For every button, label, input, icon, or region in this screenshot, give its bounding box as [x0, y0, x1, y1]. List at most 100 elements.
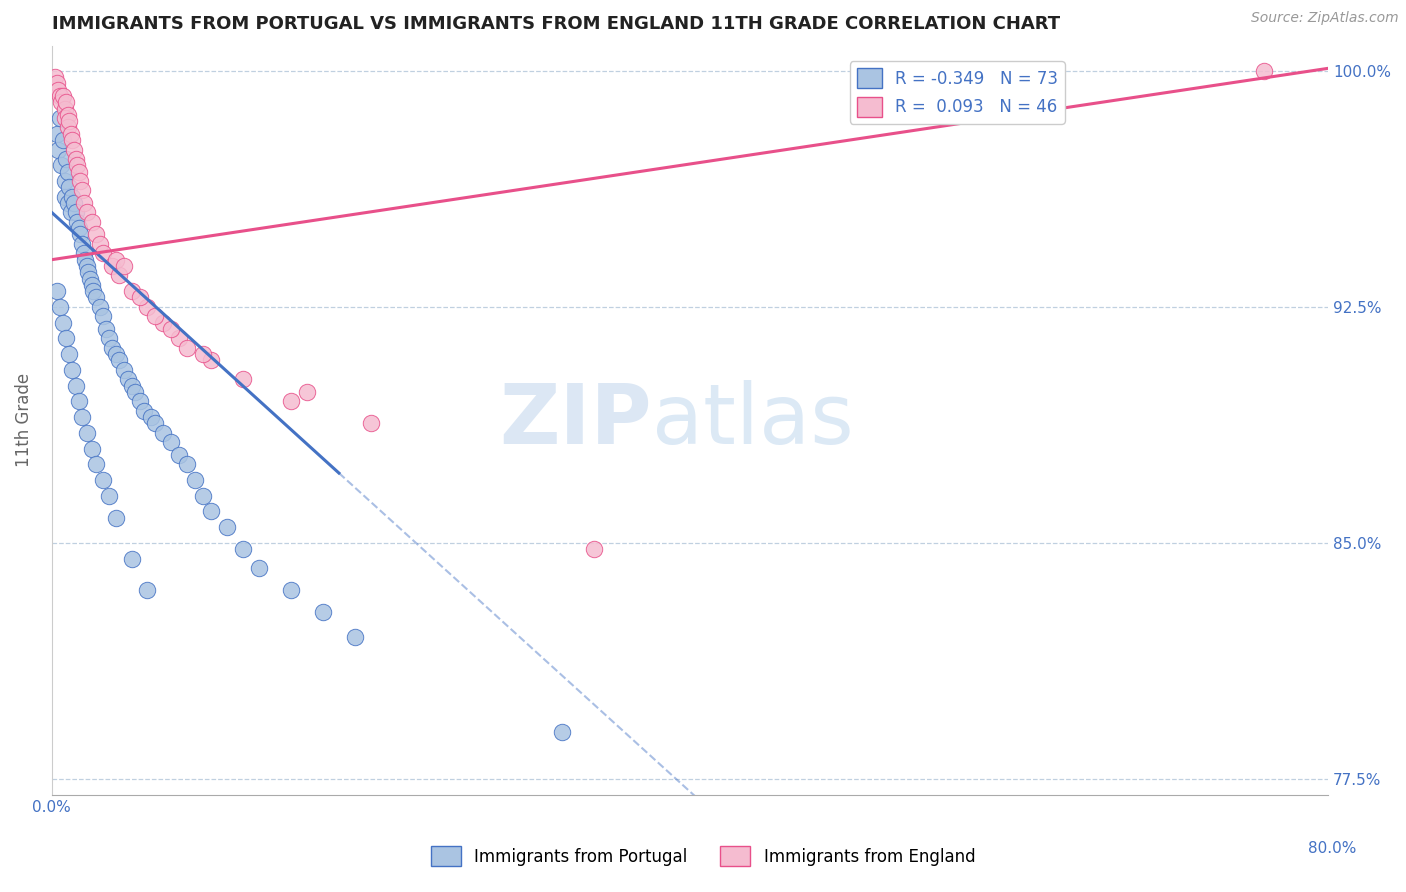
Point [94, 322, 117, 336]
Point [91, 310, 114, 324]
Point [56, 196, 79, 211]
Point [134, 403, 156, 417]
Y-axis label: 11th Grade: 11th Grade [15, 373, 32, 467]
Point [76, 205, 98, 219]
Point [67, 164, 90, 178]
Point [98, 489, 121, 503]
Point [145, 417, 167, 431]
Point [86, 457, 108, 471]
Point [70, 410, 93, 425]
Point [104, 510, 127, 524]
Point [98, 331, 121, 345]
Point [77, 265, 100, 279]
Point [51, 95, 73, 110]
Point [217, 520, 239, 534]
Point [46, 83, 69, 97]
Point [184, 473, 207, 487]
Point [121, 284, 143, 298]
Point [232, 542, 254, 557]
Point [232, 372, 254, 386]
Point [79, 271, 101, 285]
Point [53, 190, 76, 204]
Point [107, 268, 129, 283]
Point [63, 143, 86, 157]
Text: Source: ZipAtlas.com: Source: ZipAtlas.com [1251, 11, 1399, 25]
Point [70, 183, 93, 197]
Point [73, 246, 96, 260]
Point [45, 127, 67, 141]
Point [53, 111, 76, 125]
Point [48, 300, 70, 314]
Point [295, 384, 318, 399]
Point [193, 489, 215, 503]
Point [121, 551, 143, 566]
Point [66, 215, 89, 229]
Point [59, 205, 82, 219]
Point [101, 341, 124, 355]
Point [551, 724, 574, 739]
Point [176, 341, 198, 355]
Point [152, 316, 174, 330]
Legend: R = -0.349   N = 73, R =  0.093   N = 46: R = -0.349 N = 73, R = 0.093 N = 46 [849, 62, 1064, 124]
Text: 80.0%: 80.0% [1309, 841, 1357, 856]
Point [160, 435, 183, 450]
Point [200, 353, 222, 368]
Point [200, 504, 222, 518]
Point [82, 284, 104, 298]
Point [52, 316, 75, 330]
Point [104, 347, 127, 361]
Point [128, 290, 150, 304]
Point [53, 102, 76, 116]
Point [51, 158, 73, 172]
Point [58, 114, 80, 128]
Point [121, 378, 143, 392]
Point [169, 448, 191, 462]
Point [91, 246, 114, 260]
Point [75, 252, 97, 267]
Legend: Immigrants from Portugal, Immigrants from England: Immigrants from Portugal, Immigrants fro… [423, 839, 983, 873]
Point [59, 127, 82, 141]
Point [152, 425, 174, 440]
Point [89, 236, 111, 251]
Point [76, 259, 98, 273]
Point [70, 236, 93, 251]
Point [104, 252, 127, 267]
Point [63, 196, 86, 211]
Point [280, 583, 302, 598]
Point [136, 583, 159, 598]
Point [65, 205, 87, 219]
Point [80, 215, 103, 229]
Point [52, 89, 75, 103]
Point [80, 277, 103, 292]
Point [65, 152, 87, 166]
Point [86, 290, 108, 304]
Point [69, 174, 91, 188]
Point [124, 384, 146, 399]
Point [91, 473, 114, 487]
Point [55, 152, 77, 166]
Point [56, 120, 79, 135]
Point [112, 259, 135, 273]
Point [86, 227, 108, 242]
Point [160, 322, 183, 336]
Point [76, 425, 98, 440]
Text: ZIP: ZIP [499, 380, 651, 460]
Point [139, 410, 162, 425]
Point [45, 284, 67, 298]
Text: atlas: atlas [651, 380, 853, 460]
Point [101, 259, 124, 273]
Point [52, 133, 75, 147]
Point [128, 394, 150, 409]
Point [583, 542, 606, 557]
Point [46, 143, 69, 157]
Point [62, 133, 84, 147]
Text: IMMIGRANTS FROM PORTUGAL VS IMMIGRANTS FROM ENGLAND 11TH GRADE CORRELATION CHART: IMMIGRANTS FROM PORTUGAL VS IMMIGRANTS F… [52, 15, 1060, 33]
Point [312, 605, 335, 619]
Point [67, 221, 90, 235]
Point [55, 95, 77, 110]
Point [65, 378, 87, 392]
Point [45, 77, 67, 91]
Point [112, 363, 135, 377]
Point [73, 196, 96, 211]
Point [280, 394, 302, 409]
